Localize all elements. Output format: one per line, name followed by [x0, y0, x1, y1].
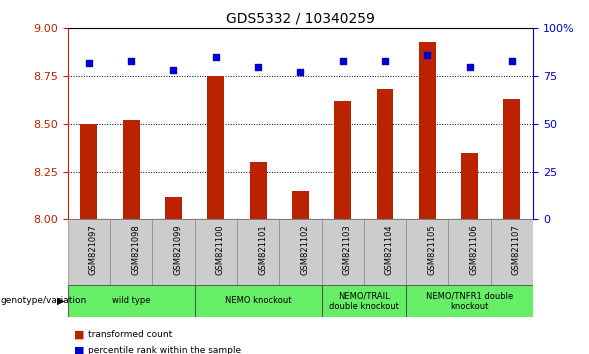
- Text: wild type: wild type: [112, 296, 150, 306]
- Text: NEMO knockout: NEMO knockout: [225, 296, 292, 306]
- Point: [380, 58, 390, 64]
- Text: GSM821104: GSM821104: [385, 225, 394, 275]
- Text: NEMO/TRAIL
double knockout: NEMO/TRAIL double knockout: [329, 291, 399, 310]
- Point: [84, 60, 94, 65]
- Bar: [292, 191, 309, 219]
- Bar: [207, 76, 224, 219]
- Text: transformed count: transformed count: [88, 330, 173, 339]
- Bar: [165, 196, 182, 219]
- Point: [507, 58, 517, 64]
- Text: percentile rank within the sample: percentile rank within the sample: [88, 346, 241, 354]
- Bar: [461, 153, 478, 219]
- Point: [211, 54, 220, 60]
- Text: GSM821099: GSM821099: [174, 225, 183, 275]
- Text: GSM821101: GSM821101: [258, 225, 267, 275]
- Text: GSM821103: GSM821103: [343, 225, 352, 275]
- Point: [127, 58, 136, 64]
- Text: GSM821097: GSM821097: [89, 225, 98, 275]
- Text: NEMO/TNFR1 double
knockout: NEMO/TNFR1 double knockout: [426, 291, 513, 310]
- Bar: [68, 285, 194, 317]
- Bar: [123, 120, 140, 219]
- Bar: [448, 219, 491, 285]
- Bar: [153, 219, 194, 285]
- Bar: [68, 219, 110, 285]
- Bar: [334, 101, 351, 219]
- Text: GSM821102: GSM821102: [300, 225, 309, 275]
- Text: ■: ■: [74, 346, 88, 354]
- Text: ▶: ▶: [57, 296, 64, 306]
- Bar: [504, 99, 520, 219]
- Bar: [250, 162, 267, 219]
- Point: [422, 52, 432, 58]
- Bar: [81, 124, 97, 219]
- Text: GSM821105: GSM821105: [427, 225, 436, 275]
- Text: GSM821106: GSM821106: [469, 225, 479, 275]
- Bar: [376, 90, 393, 219]
- Bar: [419, 42, 436, 219]
- Point: [253, 64, 263, 69]
- Point: [169, 68, 178, 73]
- Text: GSM821107: GSM821107: [512, 225, 521, 275]
- Text: GSM821100: GSM821100: [216, 225, 225, 275]
- Bar: [322, 285, 406, 317]
- Bar: [322, 219, 364, 285]
- Title: GDS5332 / 10340259: GDS5332 / 10340259: [226, 12, 375, 26]
- Point: [465, 64, 474, 69]
- Bar: [237, 219, 279, 285]
- Text: genotype/variation: genotype/variation: [1, 296, 87, 306]
- Bar: [279, 219, 322, 285]
- Point: [296, 69, 305, 75]
- Text: ■: ■: [74, 330, 88, 339]
- Bar: [364, 219, 406, 285]
- Point: [338, 58, 348, 64]
- Bar: [194, 285, 322, 317]
- Bar: [491, 219, 533, 285]
- Text: GSM821098: GSM821098: [131, 225, 140, 275]
- Bar: [406, 285, 533, 317]
- Bar: [406, 219, 448, 285]
- Bar: [194, 219, 237, 285]
- Bar: [110, 219, 153, 285]
